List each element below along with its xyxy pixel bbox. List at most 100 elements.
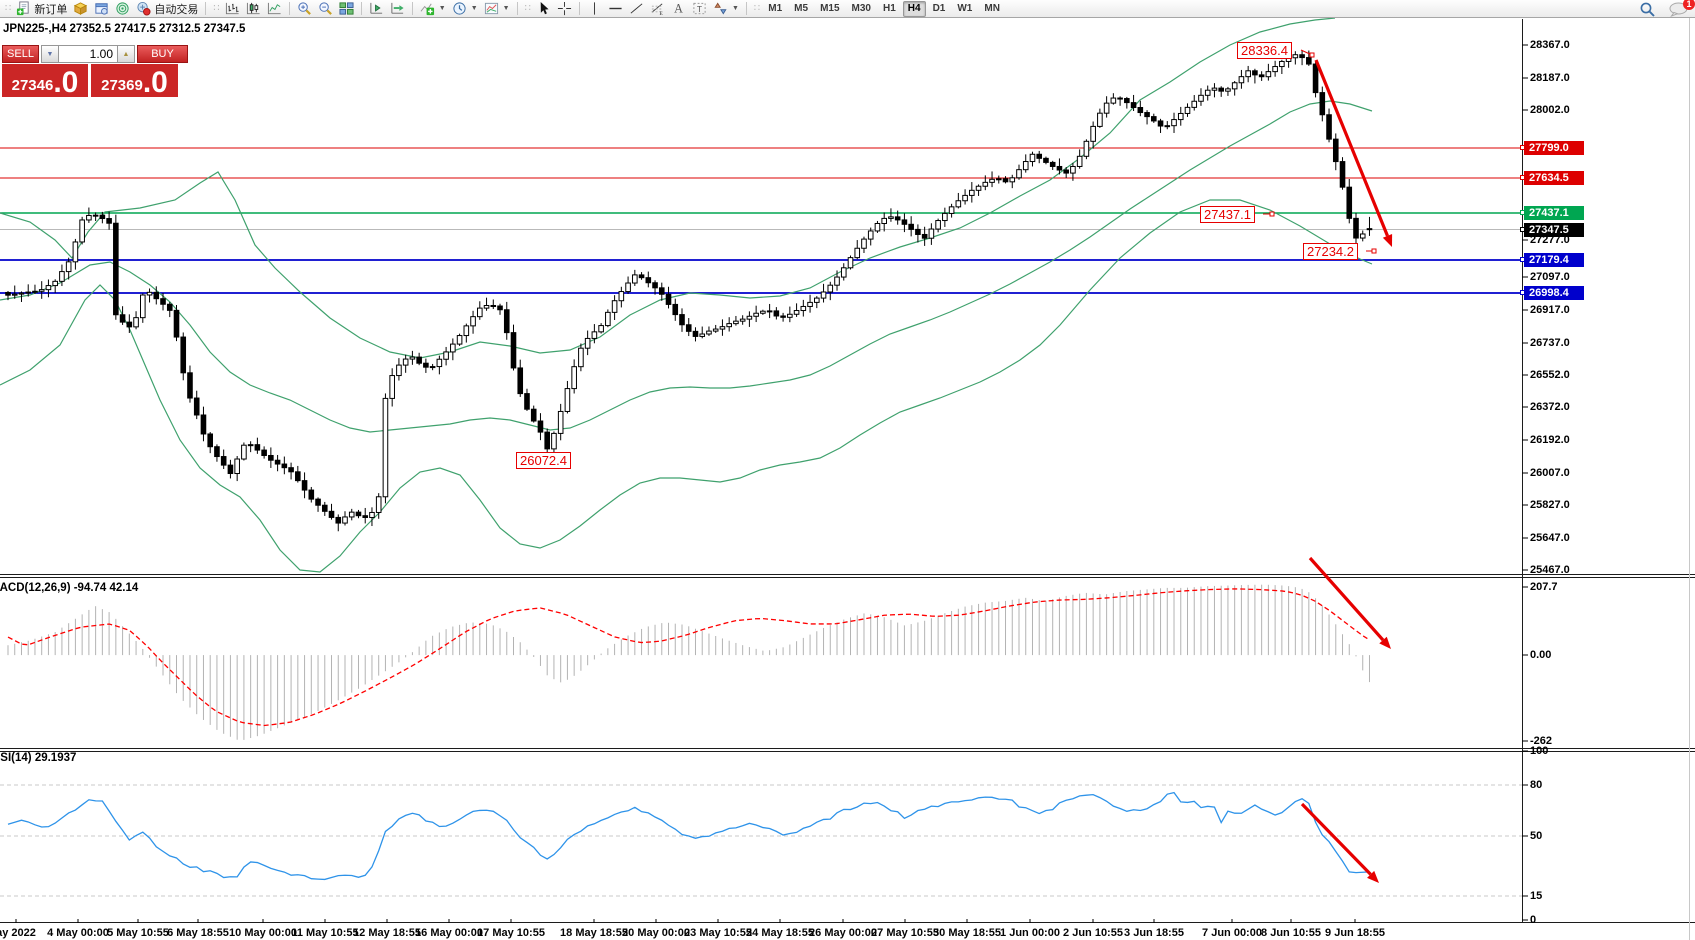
time-axis-label: 10 May 00:00	[229, 927, 297, 939]
price-tick: 28187.0	[1530, 72, 1570, 84]
autotrading-icon	[136, 1, 151, 16]
autotrading-button[interactable]: 自动交易	[133, 1, 201, 17]
volume-up-button[interactable]: ▲	[117, 45, 135, 63]
price-line-label: 27179.4	[1520, 253, 1584, 267]
annotation-green-level[interactable]: 27437.1	[1200, 206, 1255, 223]
line-chart-icon	[267, 1, 282, 16]
vertical-line-button[interactable]	[584, 1, 605, 17]
crosshair-icon	[557, 1, 572, 16]
one-click-trading: SELL ▼ ▲ BUY	[2, 45, 188, 63]
shapes-button[interactable]: ▼	[710, 1, 742, 17]
time-axis-label: 7 Jun 00:00	[1202, 927, 1262, 939]
timeframe-button-M1[interactable]: M1	[768, 2, 783, 14]
buy-button[interactable]: BUY	[137, 45, 188, 63]
timeframe-button-M15[interactable]: M15	[820, 2, 840, 14]
line-chart-button[interactable]	[264, 1, 285, 17]
toolbar-grip[interactable]: ∷	[5, 3, 11, 14]
sell-button[interactable]: SELL	[2, 45, 39, 63]
annotation-drop-low[interactable]: 27234.2	[1303, 243, 1358, 260]
trendline-button[interactable]	[626, 1, 647, 17]
price-line-label: 27347.5	[1520, 223, 1584, 237]
buy-price[interactable]: 27369.0	[91, 64, 178, 98]
rsi-scale-tick: 100	[1530, 745, 1549, 757]
chart-autoscroll-icon	[390, 1, 405, 16]
indicators-icon	[420, 1, 435, 16]
search-icon[interactable]	[1639, 1, 1656, 22]
zoom-out-button[interactable]	[315, 1, 336, 17]
tile-windows-button[interactable]	[336, 1, 357, 17]
candle-chart-icon	[246, 1, 261, 16]
new-order-button[interactable]: 新订单	[13, 1, 70, 17]
zoom-in-button[interactable]	[294, 1, 315, 17]
time-axis-label: 11 May 10:55	[291, 927, 359, 939]
svg-text:A: A	[674, 2, 683, 16]
bar-chart-button[interactable]	[222, 1, 243, 17]
text-button[interactable]: A	[668, 1, 689, 17]
timeframe-button-MN[interactable]: MN	[984, 2, 1000, 14]
buy-price-main: 27369	[101, 77, 143, 94]
templates-icon	[484, 1, 499, 16]
market-watch-button[interactable]	[70, 1, 91, 17]
timeframe-button-M30[interactable]: M30	[851, 2, 871, 14]
rsi-line	[7, 791, 1370, 881]
timeframe-button-D1[interactable]: D1	[932, 2, 946, 14]
time-axis-label: 5 May 10:55	[107, 927, 169, 939]
horizontal-line-button[interactable]	[605, 1, 626, 17]
price-tick: 26007.0	[1530, 467, 1570, 479]
timeframe-button-H1[interactable]: H1	[882, 2, 896, 14]
time-axis-label: 16 May 00:00	[415, 927, 483, 939]
line-handle-square	[1520, 290, 1525, 295]
cursor-icon	[536, 1, 551, 16]
data-window-button[interactable]	[91, 1, 112, 17]
sell-price[interactable]: 27346.0	[2, 64, 88, 100]
zoom-in-icon	[297, 1, 312, 16]
crosshair-button[interactable]	[554, 1, 575, 17]
time-axis-label: 17 May 10:55	[477, 927, 545, 939]
text-icon: A	[671, 1, 686, 16]
timeframe-button-H4[interactable]: H4	[902, 0, 926, 17]
macd-scale-tick: -262	[1530, 735, 1553, 747]
timeframe-button-W1[interactable]: W1	[957, 2, 973, 14]
rsi-scale-tick: 50	[1530, 830, 1543, 842]
price-line-label: 26998.4	[1520, 286, 1584, 300]
price-tick: 28367.0	[1530, 39, 1570, 51]
chart-autoscroll-button[interactable]	[387, 1, 408, 17]
toolbar-grip[interactable]: ∷	[213, 3, 219, 14]
chart-shift-button[interactable]	[366, 1, 387, 17]
indicators-button[interactable]: ▼	[417, 1, 449, 17]
text-label-button[interactable]: T	[689, 1, 710, 17]
toolbar: ∷ 新订单 自动交易 ∷ ▼ ▼ ▼ ∷ E A	[0, 0, 1695, 18]
price-line-label: 27437.1	[1520, 206, 1584, 220]
timeframe-button-M5[interactable]: M5	[794, 2, 809, 14]
price-tick: 28002.0	[1530, 104, 1570, 116]
price-tick: 26372.0	[1530, 401, 1570, 413]
toolbar-grip[interactable]: ∷	[753, 3, 760, 14]
fibonacci-button[interactable]: E	[647, 1, 668, 17]
time-axis-label: 8 Jun 10:55	[1261, 927, 1321, 939]
candle-chart-button[interactable]	[243, 1, 264, 17]
fibonacci-icon: E	[650, 1, 665, 16]
volume-down-button[interactable]: ▼	[41, 45, 59, 63]
window-icon	[94, 1, 109, 16]
price-tick: 26917.0	[1530, 304, 1570, 316]
volume-input[interactable]	[59, 45, 117, 63]
time-axis-label: 24 May 18:55	[746, 927, 814, 939]
time-axis-label: 4 May 00:00	[47, 927, 109, 939]
sell-price-main: 27346	[11, 77, 54, 94]
rsi-label: RSI(14) 29.1937	[0, 752, 77, 764]
toolbar-grip[interactable]: ∷	[524, 3, 531, 14]
periods-button[interactable]: ▼	[449, 1, 481, 17]
cursor-button[interactable]	[533, 1, 554, 17]
rsi-scale-tick: 80	[1530, 779, 1543, 791]
chat-button[interactable]: 1	[1668, 0, 1695, 22]
navigator-button[interactable]	[112, 1, 133, 17]
price-tick: 27097.0	[1530, 271, 1570, 283]
price-tick: 26192.0	[1530, 434, 1570, 446]
sell-price-pips: .0	[53, 66, 79, 100]
annotation-swing-low[interactable]: 26072.4	[516, 452, 571, 469]
annotation-peak-price[interactable]: 28336.4	[1237, 42, 1292, 59]
macd-signal-line	[7, 588, 1370, 727]
templates-button[interactable]: ▼	[481, 1, 513, 17]
time-axis-label: 2 Jun 10:55	[1063, 927, 1123, 939]
